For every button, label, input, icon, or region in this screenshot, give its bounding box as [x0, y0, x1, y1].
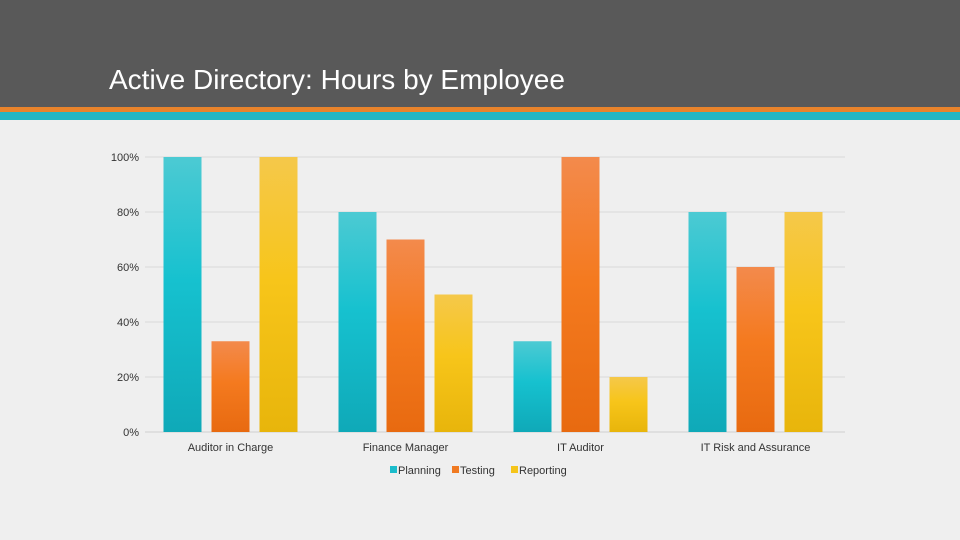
bar-testing-4 — [736, 267, 775, 432]
y-tick-label: 0% — [123, 427, 139, 439]
bar-planning-3 — [513, 341, 552, 432]
legend-swatch-testing — [452, 466, 459, 473]
bar-testing-1 — [211, 341, 250, 432]
slide-header: Active Directory: Hours by Employee — [0, 0, 960, 107]
bar-planning-2 — [338, 212, 377, 432]
y-tick-label: 20% — [117, 372, 139, 384]
accent-stripe-orange — [0, 107, 960, 112]
bar-reporting-1 — [259, 157, 298, 432]
bar-planning-1 — [163, 157, 202, 432]
category-label: Auditor in Charge — [188, 442, 274, 454]
y-tick-label: 80% — [117, 207, 139, 219]
x-axis-categories: Auditor in Charge Finance Manager IT Audit… — [188, 442, 811, 454]
bar-reporting-3 — [609, 377, 648, 432]
category-label: Finance Manager — [363, 442, 449, 454]
y-tick-label: 40% — [117, 317, 139, 329]
bar-planning-4 — [688, 212, 727, 432]
legend-label-planning: Planning — [398, 465, 441, 477]
legend-label-reporting: Reporting — [519, 465, 567, 477]
y-tick-label: 60% — [117, 262, 139, 274]
y-axis-ticks: 0% 20% 40% 60% 80% 100% — [111, 152, 139, 439]
bar-testing-2 — [386, 239, 425, 432]
y-tick-label: 100% — [111, 152, 139, 164]
slide-title: Active Directory: Hours by Employee — [109, 64, 565, 95]
bar-reporting-4 — [784, 212, 823, 432]
legend: Planning Testing Reporting — [390, 465, 567, 477]
bars — [163, 157, 823, 432]
category-label: IT Risk and Assurance — [701, 442, 811, 454]
bar-reporting-2 — [434, 294, 473, 432]
bar-testing-3 — [561, 157, 600, 432]
legend-swatch-planning — [390, 466, 397, 473]
legend-swatch-reporting — [511, 466, 518, 473]
legend-label-testing: Testing — [460, 465, 495, 477]
category-label: IT Auditor — [557, 442, 604, 454]
accent-stripe-teal — [0, 112, 960, 120]
